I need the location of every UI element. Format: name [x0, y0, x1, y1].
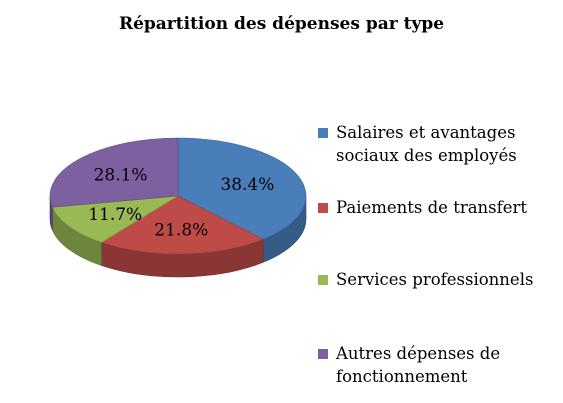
- legend-swatch: [318, 349, 328, 359]
- data-labels: 38.4% 21.8% 11.7% 28.1%: [88, 166, 274, 241]
- legend-swatch: [318, 203, 328, 213]
- data-label-autres: 28.1%: [94, 166, 148, 186]
- legend-swatch: [318, 275, 328, 285]
- pie-top: [49, 137, 307, 255]
- legend-swatch: [318, 128, 328, 138]
- legend-label: Salaires et avantages sociaux des employ…: [336, 123, 517, 165]
- legend-label: Services professionnels: [336, 270, 534, 289]
- data-label-services: 11.7%: [88, 205, 142, 225]
- legend-label: Autres dépenses de fonctionnement: [336, 344, 501, 386]
- pie-slice-services: [51, 195, 179, 243]
- data-label-salaires: 38.4%: [220, 175, 274, 195]
- legend-label: Paiements de transfert: [336, 198, 528, 217]
- data-label-paiements: 21.8%: [154, 221, 208, 241]
- legend: Salaires et avantages sociaux des employ…: [318, 0, 558, 403]
- pie-slice-paiements: [100, 195, 264, 255]
- pie-slice-salaires: [177, 137, 307, 240]
- chart-title: Répartition des dépenses par type: [118, 14, 445, 34]
- pie-slice-autres: [49, 137, 179, 208]
